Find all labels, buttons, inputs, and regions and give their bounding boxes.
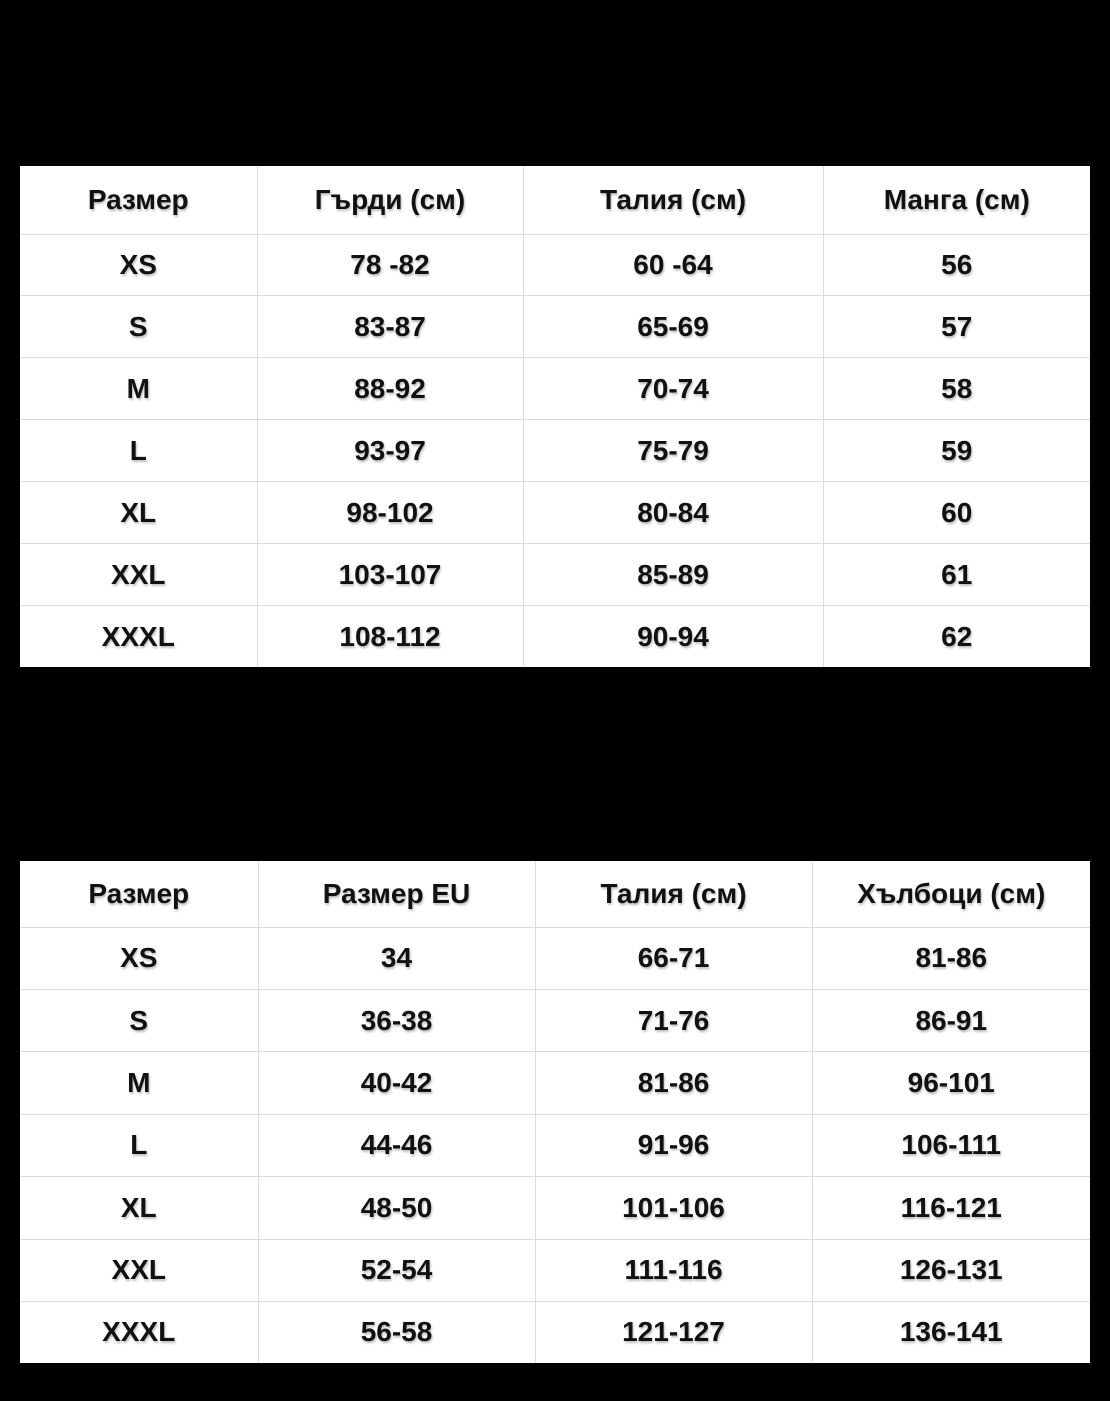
size-label-cell: S [20,988,258,1052]
size-table-tops: Размер Гърди (см) Талия (см) Манга (см) … [20,166,1090,667]
measurement-cell: 57 [822,295,1090,358]
measurement-cell: 62 [822,605,1090,667]
table-row: XL 48-50 101-106 116-121 [20,1176,1090,1240]
measurement-cell: 81-86 [811,926,1090,990]
header-cell-size: Размер [88,877,190,909]
header-cell-size: Размер [87,183,189,215]
measurement-cell: 85-89 [522,543,823,606]
measurement-cell: 96-101 [811,1051,1090,1115]
table-row: XXXL 56-58 121-127 136-141 [20,1300,1090,1363]
measurement-cell: 44-46 [257,1113,535,1177]
measurement-cell: 111-116 [534,1238,812,1302]
measurement-cell: 78 -82 [256,233,523,296]
measurement-cell: 106-111 [811,1113,1090,1177]
table-header-row: Размер Гърди (см) Талия (см) Манга (см) [20,166,1090,234]
measurement-cell: 108-112 [256,605,523,667]
measurement-cell: 59 [822,419,1090,482]
table-header-row: Размер Размер EU Талия (см) Хълбоци (см) [20,861,1090,927]
measurement-cell: 60 -64 [522,233,823,296]
table-row: S 36-38 71-76 86-91 [20,988,1090,1052]
table-row: M 40-42 81-86 96-101 [20,1051,1090,1115]
size-label-cell: L [20,1113,258,1177]
header-cell-waist: Талия (см) [534,861,812,927]
size-label-cell: XXXL [20,1300,258,1363]
size-label-cell: M [20,357,257,420]
measurement-cell: 75-79 [522,419,823,482]
measurement-cell: 90-94 [522,605,823,667]
table-row: XL 98-102 80-84 60 [20,481,1090,544]
header-cell-chest: Гърди (см) [256,166,523,234]
size-label-cell: XXXL [20,605,257,667]
measurement-cell: 86-91 [811,988,1090,1052]
measurement-cell: 121-127 [534,1300,812,1363]
measurement-cell: 101-106 [534,1176,812,1240]
measurement-cell: 91-96 [534,1113,812,1177]
table-row: XXXL 108-112 90-94 62 [20,605,1090,667]
measurement-cell: 88-92 [256,357,523,420]
measurement-cell: 103-107 [256,543,523,606]
table-row: XXL 103-107 85-89 61 [20,543,1090,606]
size-label-cell: S [20,295,257,358]
size-table-bottoms: Размер Размер EU Талия (см) Хълбоци (см)… [20,861,1090,1363]
size-label-cell: XS [20,926,258,990]
measurement-cell: 81-86 [534,1051,812,1115]
measurement-cell: 52-54 [257,1238,535,1302]
size-label-cell: XL [20,481,257,544]
measurement-cell: 116-121 [811,1176,1090,1240]
header-cell-size-eu: Размер EU [257,861,535,927]
measurement-cell: 48-50 [257,1176,535,1240]
measurement-cell: 126-131 [811,1238,1090,1302]
measurement-cell: 61 [822,543,1090,606]
measurement-cell: 136-141 [811,1300,1090,1363]
measurement-cell: 70-74 [522,357,823,420]
measurement-cell: 34 [257,926,535,990]
size-label-cell: M [20,1051,258,1115]
measurement-cell: 60 [822,481,1090,544]
measurement-cell: 93-97 [256,419,523,482]
measurement-cell: 65-69 [522,295,823,358]
measurement-cell: 98-102 [256,481,523,544]
size-label-cell: XL [20,1176,258,1240]
measurement-cell: 83-87 [256,295,523,358]
measurement-cell: 40-42 [257,1051,535,1115]
measurement-cell: 71-76 [534,988,812,1052]
table-row: M 88-92 70-74 58 [20,357,1090,420]
size-label-cell: XXL [20,1238,258,1302]
header-cell-sleeve: Манга (см) [822,166,1090,234]
table-row: S 83-87 65-69 57 [20,295,1090,358]
header-cell-hips: Хълбоци (см) [811,861,1090,927]
size-label-cell: L [20,419,257,482]
size-label-cell: XXL [20,543,257,606]
table-row: L 44-46 91-96 106-111 [20,1113,1090,1177]
measurement-cell: 36-38 [257,988,535,1052]
table-row: XS 78 -82 60 -64 56 [20,233,1090,296]
header-cell-waist: Талия (см) [522,166,823,234]
measurement-cell: 56 [822,233,1090,296]
size-label-cell: XS [20,233,257,296]
table-row: XS 34 66-71 81-86 [20,926,1090,990]
measurement-cell: 58 [822,357,1090,420]
measurement-cell: 80-84 [522,481,823,544]
measurement-cell: 66-71 [534,926,812,990]
measurement-cell: 56-58 [257,1300,535,1363]
table-row: XXL 52-54 111-116 126-131 [20,1238,1090,1302]
table-row: L 93-97 75-79 59 [20,419,1090,482]
